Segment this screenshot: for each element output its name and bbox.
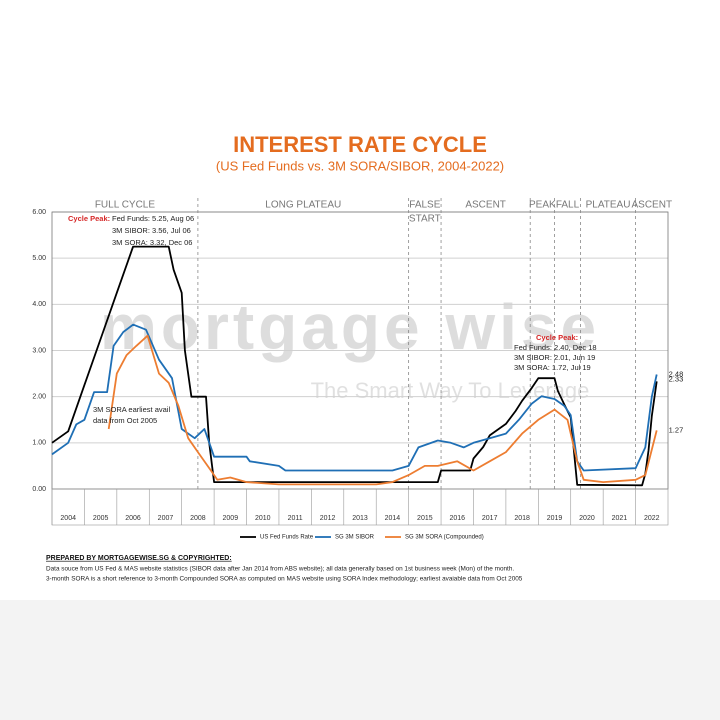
x-tick-label: 2007	[158, 515, 174, 522]
footer-line: 3-month SORA is a short reference to 3-m…	[46, 576, 523, 583]
end-label: 1.27	[669, 425, 684, 434]
phase-label: START	[409, 214, 441, 225]
peak-line: 3M SORA: 1.72, Jul 19	[514, 363, 591, 372]
phase-label: PEAK	[529, 200, 556, 211]
legend-label: SG 3M SORA (Compounded)	[405, 535, 484, 541]
phase-label: ASCENT	[465, 200, 506, 211]
end-label: 2.33	[669, 374, 684, 383]
phase-label: LONG PLATEAU	[265, 200, 341, 211]
x-tick-label: 2017	[482, 515, 498, 522]
series-line	[107, 334, 658, 486]
y-tick-label: 3.00	[32, 347, 46, 354]
x-tick-label: 2019	[547, 515, 563, 522]
phase-label: PLATEAU	[586, 200, 631, 211]
x-tick-label: 2006	[125, 515, 141, 522]
peak-heading: Cycle Peak:	[536, 333, 578, 342]
legend-label: US Fed Funds Rate	[260, 535, 314, 541]
x-tick-label: 2021	[612, 515, 628, 522]
legend-label: SG 3M SIBOR	[335, 535, 375, 541]
phase-label: ASCENT	[632, 200, 673, 211]
footer-line: Data souce from US Fed & MAS website sta…	[46, 566, 514, 573]
x-tick-label: 2018	[514, 515, 530, 522]
end-label: 2.48	[669, 369, 684, 378]
sora-note: 3M SORA earliest avail	[93, 405, 170, 414]
x-tick-label: 2016	[449, 515, 465, 522]
y-tick-label: 6.00	[32, 209, 46, 216]
x-tick-label: 2014	[385, 515, 401, 522]
y-tick-label: 1.00	[32, 440, 46, 447]
x-tick-label: 2020	[579, 515, 595, 522]
page-background	[0, 0, 720, 600]
phase-label: FALSE	[409, 200, 440, 211]
peak-line: Fed Funds: 2.40, Dec 18	[514, 343, 597, 352]
x-tick-label: 2009	[223, 515, 239, 522]
peak-line: 3M SIBOR: 3.56, Jul 06	[112, 226, 191, 235]
peak-heading: Cycle Peak:	[68, 214, 110, 223]
chart-title: INTEREST RATE CYCLE	[233, 132, 487, 157]
peak-line: 3M SIBOR: 2.01, Jun 19	[514, 353, 595, 362]
sora-note: data from Oct 2005	[93, 416, 157, 425]
x-tick-label: 2010	[255, 515, 271, 522]
y-tick-label: 0.00	[32, 486, 46, 493]
phase-label: FULL CYCLE	[95, 200, 156, 211]
watermark-tagline: The Smart Way To Leverage	[311, 378, 590, 403]
y-tick-label: 2.00	[32, 394, 46, 401]
x-tick-label: 2015	[417, 515, 433, 522]
x-tick-label: 2005	[93, 515, 109, 522]
x-tick-label: 2008	[190, 515, 206, 522]
lower-background	[0, 600, 720, 720]
y-tick-label: 5.00	[32, 255, 46, 262]
phase-label: FALL	[556, 200, 580, 211]
x-tick-label: 2012	[320, 515, 336, 522]
x-tick-label: 2011	[288, 515, 303, 522]
peak-line: 3M SORA: 3.32, Dec 06	[112, 238, 192, 247]
y-tick-label: 4.00	[32, 301, 46, 308]
x-tick-label: 2022	[644, 515, 660, 522]
x-tick-label: 2004	[60, 515, 76, 522]
peak-line: Fed Funds: 5.25, Aug 06	[112, 214, 194, 223]
x-tick-label: 2013	[352, 515, 368, 522]
chart-subtitle: (US Fed Funds vs. 3M SORA/SIBOR, 2004-20…	[216, 158, 504, 173]
series-line	[51, 323, 658, 472]
footer-heading: PREPARED BY MORTGAGEWISE.SG & COPYRIGHTE…	[46, 555, 232, 562]
